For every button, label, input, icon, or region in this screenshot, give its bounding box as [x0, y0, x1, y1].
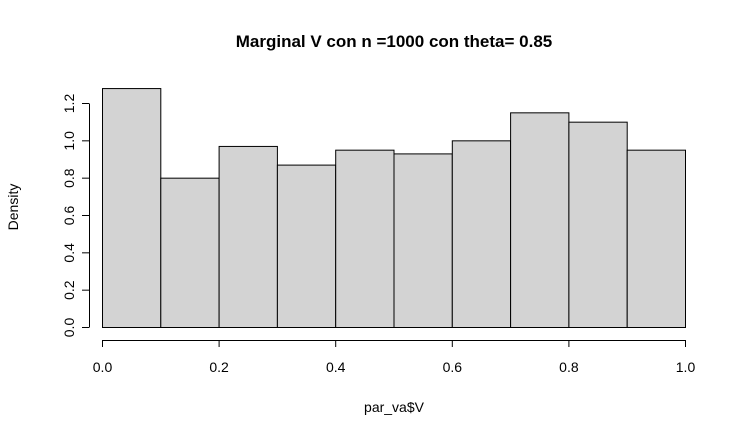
histogram-bar: [568, 121, 628, 328]
bars-group: [102, 88, 687, 329]
x-axis: 0.0 0.2 0.4 0.6 0.8 1.0: [93, 340, 696, 375]
y-axis-label: Density: [5, 184, 21, 231]
y-tick-label: 0.8: [61, 168, 77, 188]
y-tick-label: 0.2: [61, 280, 77, 300]
x-tick-label: 0.2: [209, 359, 229, 375]
x-tick-label: 0.8: [559, 359, 579, 375]
y-tick-label: 0.6: [61, 206, 77, 226]
y-axis: 0.0 0.2 0.4 0.6 0.8 1.0 1.2: [61, 94, 90, 338]
x-tick-label: 0.4: [326, 359, 346, 375]
histogram-bar: [451, 140, 512, 328]
y-tick-label: 1.0: [61, 131, 77, 151]
histogram-bar: [335, 149, 395, 328]
histogram-bar: [218, 145, 278, 328]
x-tick-label: 1.0: [676, 359, 696, 375]
y-tick-label: 1.2: [61, 94, 77, 114]
chart-title: Marginal V con n =1000 con theta= 0.85: [236, 32, 553, 51]
x-tick-label: 0.6: [443, 359, 463, 375]
histogram-bar: [393, 153, 453, 328]
x-axis-label: par_va$V: [364, 399, 425, 415]
y-tick-label: 0.4: [61, 243, 77, 263]
histogram-bar: [510, 112, 570, 329]
y-tick-label: 0.0: [61, 318, 77, 338]
histogram-bar: [160, 177, 220, 328]
histogram-bar: [626, 149, 687, 328]
histogram-bar: [102, 88, 162, 328]
x-tick-label: 0.0: [93, 359, 113, 375]
histogram-bar: [276, 164, 337, 328]
